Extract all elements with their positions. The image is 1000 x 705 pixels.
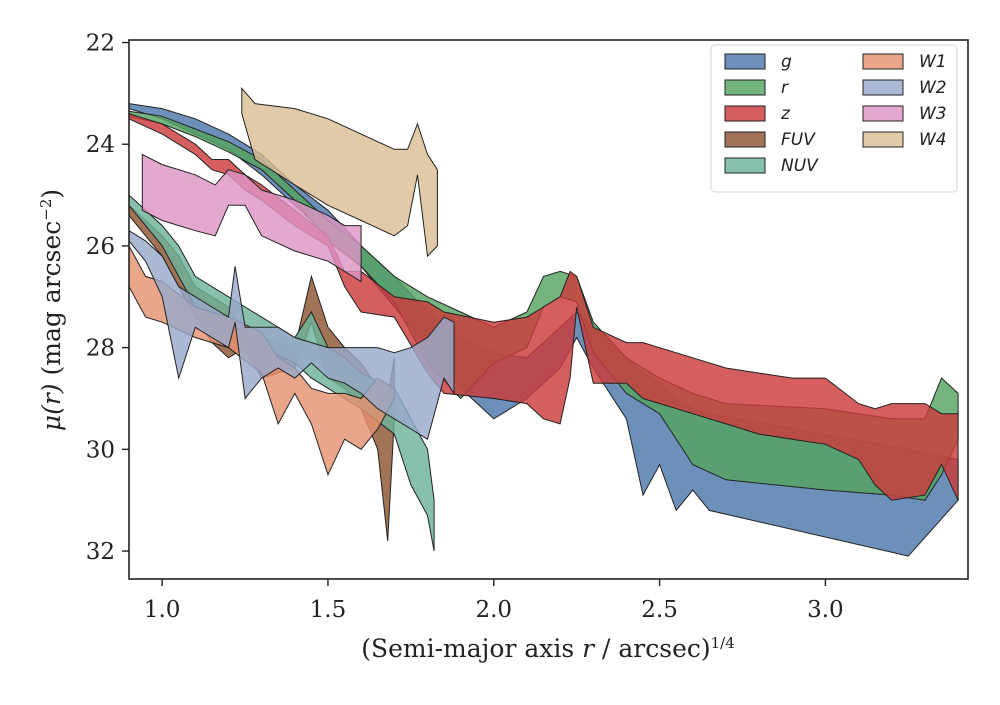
- legend-label-z: z: [780, 104, 791, 124]
- y-tick-label: 26: [86, 234, 115, 260]
- y-tick-label: 32: [86, 539, 115, 565]
- legend-label-w3: W3: [919, 104, 947, 124]
- legend-label-w1: W1: [919, 52, 947, 72]
- legend-swatch-z: [724, 105, 766, 122]
- plot-frame: [128, 39, 969, 580]
- series-band-w4: [241, 86, 438, 258]
- legend-swatch-g: [724, 53, 766, 70]
- x-tick-label: 3.0: [807, 597, 844, 623]
- legend-swatch-w2: [862, 79, 904, 96]
- legend-swatch-nuv: [724, 157, 766, 174]
- legend-label-w4: W4: [919, 130, 947, 150]
- x-axis: 1.0 1.5 2.0 2.5 3.0: [144, 579, 844, 623]
- y-tick-label: 28: [86, 336, 115, 362]
- legend-swatch-w1: [862, 53, 904, 70]
- y-tick-label: 22: [86, 31, 115, 57]
- legend-swatch-w3: [862, 105, 904, 122]
- y-tick-label: 30: [86, 437, 115, 463]
- series-band-z: [129, 113, 959, 501]
- legend-swatch-fuv: [724, 131, 766, 148]
- legend-label-g: g: [781, 52, 792, 72]
- x-tick-label: 1.0: [144, 597, 181, 623]
- legend-label-nuv: NUV: [781, 156, 819, 176]
- legend: grz FUV NUV W1 W2 W3 W4: [710, 44, 958, 193]
- x-tick-label: 2.5: [641, 597, 678, 623]
- x-tick-label: 1.5: [310, 597, 347, 623]
- y-tick-label: 24: [86, 132, 115, 158]
- legend-swatch-w4: [862, 131, 904, 148]
- legend-label-w2: W2: [919, 78, 947, 98]
- legend-swatch-r: [724, 79, 766, 96]
- x-axis-label: (Semi-major axis r / arcsec)1/4: [361, 634, 735, 663]
- y-axis: 22 24 26 28 30 32: [86, 31, 129, 565]
- y-axis-label: μ(r) (mag arcsec−2): [37, 189, 66, 431]
- legend-label-r: r: [781, 78, 789, 98]
- series-layer: [129, 86, 959, 557]
- legend-label-fuv: FUV: [781, 130, 816, 150]
- series-band-w3: [141, 153, 362, 283]
- series-band-w2: [129, 230, 455, 440]
- x-tick-label: 2.0: [475, 597, 512, 623]
